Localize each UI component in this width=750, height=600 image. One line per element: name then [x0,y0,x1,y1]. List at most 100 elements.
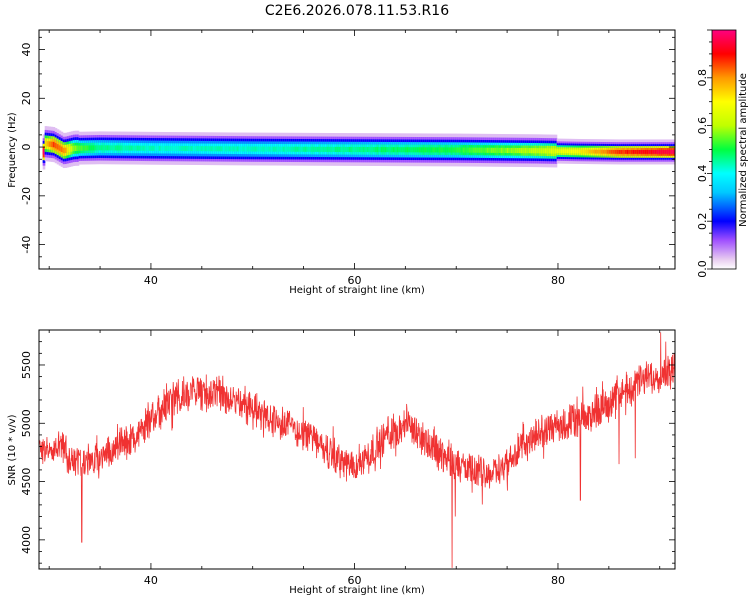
top-xtick-label: 40 [144,274,158,287]
spectrogram-cell [450,147,454,153]
spectrogram-cell [286,146,290,152]
spectrogram-cell [426,147,430,153]
spectrogram-cell [134,145,138,151]
spectrogram-cell [368,147,372,153]
spectrogram-cell [634,149,638,154]
spectrogram-cell [92,145,96,151]
top-ytick-label: -20 [20,187,33,205]
spectrogram-cell [668,149,672,154]
spectrogram-cell [370,147,374,153]
spectrogram-cell [422,147,426,153]
spectrogram-cell [90,145,94,151]
spectrogram-cell [412,147,416,153]
spectrogram-cell [560,149,564,154]
spectrogram-cell [252,146,256,152]
spectrogram-cell [122,145,126,151]
spectrogram-cell [284,146,288,152]
spectrogram-cell [564,149,568,154]
spectrogram-cell [440,147,444,153]
spectrogram-cell [192,146,196,152]
spectrogram-cell [74,145,78,151]
spectrogram-cell [552,148,556,154]
spectrogram-cell [62,147,66,154]
spectrogram-cell [386,147,390,153]
spectrogram-cell [290,146,294,152]
spectrogram-cell [434,147,438,153]
spectrogram-cell [660,149,664,154]
spectrogram-cell [150,145,154,151]
spectrogram-cell [372,147,376,153]
colorbar-tick-label: 0.0 [696,260,709,278]
spectrogram-cell [500,147,504,153]
top-x-axis-label: Height of straight line (km) [289,285,425,296]
spectrogram-cell [226,146,230,152]
spectrogram-cell [484,147,488,153]
spectrogram-cell [458,147,462,153]
spectrogram-cell [278,146,282,152]
snr-series-line [39,332,675,568]
spectrogram-cell [380,147,384,153]
spectrogram-cell [472,147,476,153]
spectrogram-cell [94,145,98,151]
spectrogram-cell [338,146,342,152]
spectrogram-cell [584,149,588,154]
spectrogram-cell [374,147,378,153]
spectrogram-cell [428,147,432,153]
spectrogram-cell [86,145,90,151]
bottom-ytick-label: 4500 [20,468,33,496]
spectrogram-cell [582,149,586,154]
spectrogram-cell [508,147,512,154]
spectrogram-cell [654,149,658,154]
spectrogram-cell [312,146,316,152]
spectrogram-cell [614,149,618,154]
spectrogram-cell [258,146,262,152]
spectrogram-cell [322,146,326,152]
spectrogram-cell [358,146,362,153]
spectrogram-cell [100,145,104,151]
spectrogram-cell [510,147,514,154]
colorbar-label: Normalized spectral amplitude [738,73,749,227]
spectrogram-cell [618,149,622,154]
spectrogram-cell [606,149,610,154]
spectrogram-cell [178,145,182,152]
spectrogram-cell [48,141,52,147]
spectrogram-cell [264,146,268,152]
spectrogram-cell [548,148,552,154]
spectrogram-cell [656,149,660,154]
spectrogram-cell [246,146,250,152]
spectrogram-cell [460,147,464,153]
spectrogram-cell [274,146,278,152]
spectrogram-cell [52,141,56,148]
spectrogram-cell [416,147,420,153]
spectrogram-cell [114,145,118,151]
spectrogram-cell [432,147,436,153]
spectrogram-cell [188,146,192,152]
spectrogram-cell [346,146,350,153]
spectrogram-cell [162,145,166,151]
spectrogram-cell [364,146,368,153]
spectrogram-cell [210,146,214,152]
spectrogram-cell [276,146,280,152]
spectrogram-cell [158,145,162,151]
spectrogram-cell [444,147,448,153]
spectrogram-cell [314,146,318,152]
spectrogram-cell [462,147,466,153]
spectrogram-cell [400,147,404,153]
spectrogram-cell [124,145,128,151]
spectrogram-cell [78,145,82,151]
spectrogram-cell [54,142,58,149]
spectrogram-cell [88,145,92,151]
spectrogram-cell [250,146,254,152]
spectrogram-cell [404,147,408,153]
spectrogram-cell [646,149,650,154]
spectrogram-cell [536,148,540,154]
spectrogram-cell [574,149,578,154]
spectrogram-cell [200,146,204,152]
spectrogram-cell [478,147,482,153]
spectrogram-cell [288,146,292,152]
spectrogram-cell [476,147,480,153]
snr-frame [38,329,676,570]
spectrogram-cell [254,146,258,152]
spectrogram-cell [666,149,670,154]
